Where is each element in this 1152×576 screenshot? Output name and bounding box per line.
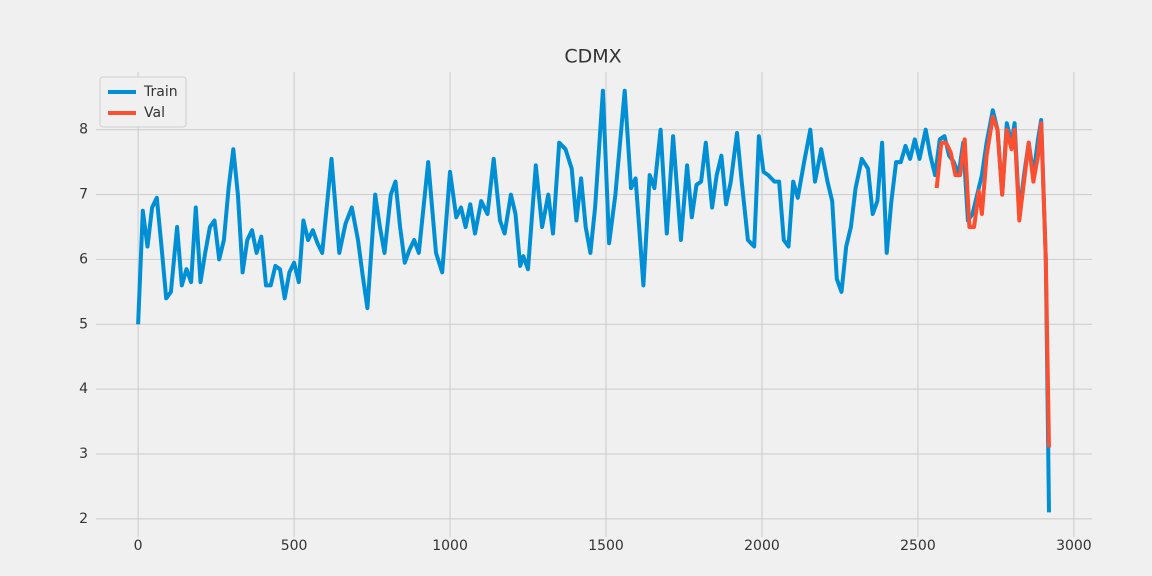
y-tick-label: 7 bbox=[79, 187, 88, 203]
x-tick-label: 2000 bbox=[744, 538, 780, 554]
chart-title: CDMX bbox=[564, 46, 621, 68]
y-tick-label: 2 bbox=[79, 511, 88, 527]
legend-label: Train bbox=[143, 84, 178, 100]
y-tick-label: 3 bbox=[79, 446, 88, 462]
y-tick-label: 8 bbox=[79, 122, 88, 138]
line-series bbox=[136, 88, 1051, 513]
x-tick-label: 2500 bbox=[900, 538, 936, 554]
y-tick-label: 5 bbox=[79, 316, 88, 332]
x-tick-label: 3000 bbox=[1056, 538, 1092, 554]
line-series bbox=[934, 114, 1051, 448]
y-tick-label: 6 bbox=[79, 251, 88, 267]
x-tick-label: 1000 bbox=[432, 538, 468, 554]
x-tick-label: 1500 bbox=[588, 538, 624, 554]
legend-label: Val bbox=[144, 105, 165, 121]
x-tick-label: 0 bbox=[134, 538, 143, 554]
y-tick-label: 4 bbox=[79, 381, 88, 397]
x-tick-label: 500 bbox=[281, 538, 308, 554]
